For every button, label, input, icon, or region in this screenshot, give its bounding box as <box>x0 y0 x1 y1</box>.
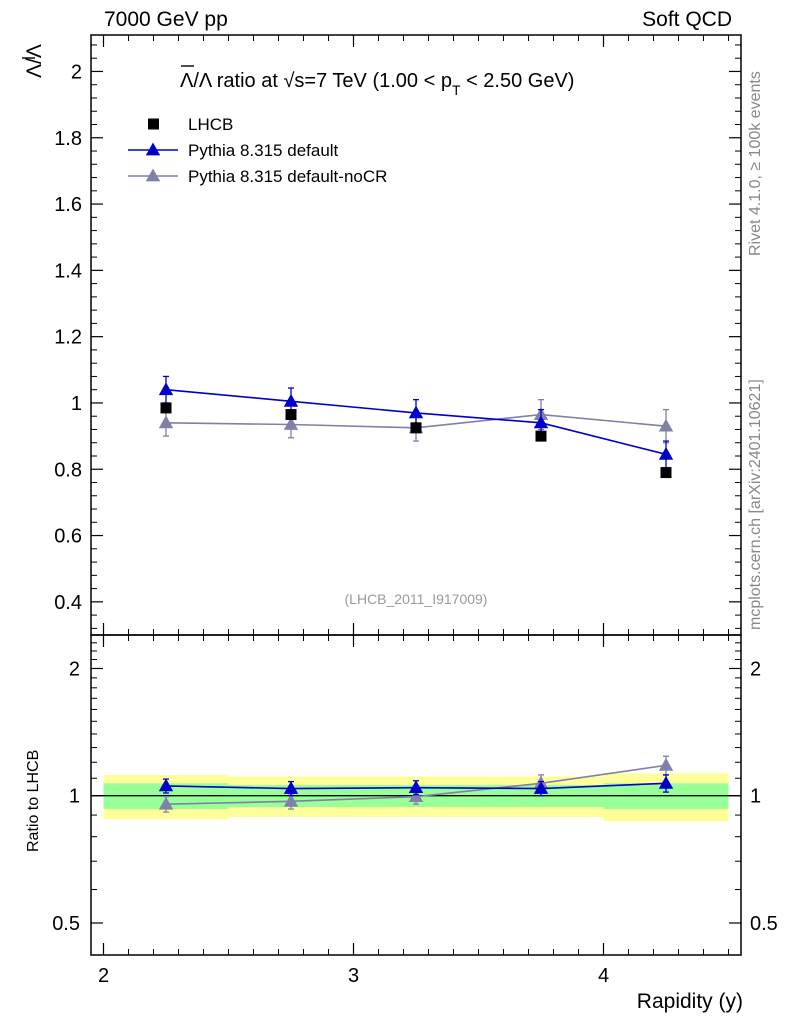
energy-label: 7000 GeV pp <box>104 8 228 31</box>
y-tick-label: 1.2 <box>54 327 82 349</box>
title-sub: T <box>452 82 461 98</box>
main-point-default <box>658 446 674 460</box>
title-tail: < 2.50 GeV) <box>461 70 575 92</box>
legend-marker-default <box>145 142 161 156</box>
main-point-lhcb <box>660 467 672 479</box>
analysis-watermark: (LHCB_2011_I917009) <box>345 591 488 607</box>
ratio-tick-label-right: 2 <box>750 658 761 680</box>
main-point-default <box>533 415 549 429</box>
ratio-tick-label: 1 <box>69 786 80 808</box>
ratio-point-default <box>283 781 299 794</box>
legend-marker-lhcb <box>148 118 159 130</box>
ratio-point-nocr <box>283 793 299 807</box>
legend-label-default: Pythia 8.315 default <box>188 141 339 160</box>
ratio-tick-label-right: 1 <box>750 786 761 808</box>
main-point-lhcb <box>285 409 297 421</box>
data-series <box>158 375 674 813</box>
y-tick-label: 2 <box>71 61 82 83</box>
ratio-point-default <box>158 778 174 792</box>
main-point-nocr <box>158 415 174 429</box>
ratio-point-nocr <box>158 796 174 810</box>
x-tick-label: 4 <box>598 965 609 987</box>
y-tick-label: 1.4 <box>54 260 82 282</box>
ratio-point-nocr <box>408 789 424 803</box>
ratio-tick-label-right: 0.5 <box>750 913 778 935</box>
y-tick-label: 0.4 <box>54 592 82 614</box>
x-tick-label: 3 <box>348 965 359 987</box>
axis-frames <box>90 34 742 956</box>
legend-label-nocr: Pythia 8.315 default-noCR <box>188 167 387 186</box>
y-tick-label: 1.6 <box>54 194 82 216</box>
legend-label-lhcb: LHCB <box>188 115 233 134</box>
axis-ticks <box>91 35 741 955</box>
main-point-lhcb <box>535 430 547 442</box>
legend-marker-nocr <box>145 168 161 182</box>
y-tick-label: 0.8 <box>54 459 82 481</box>
main-point-default <box>408 405 424 419</box>
main-point-lhcb <box>410 422 422 434</box>
ratio-point-nocr <box>658 757 674 771</box>
main-point-nocr <box>658 418 674 432</box>
legend: LHCB Pythia 8.315 default Pythia 8.315 def… <box>128 115 387 186</box>
ratio-tick-label: 0.5 <box>52 913 80 935</box>
ratio-point-default <box>533 781 549 794</box>
main-point-nocr <box>283 417 299 430</box>
tick-labels: 2 3 4 0.4 0.6 0.8 1 1.2 1.4 1.6 1.8 2 0.5 0.5 1 1 2 2 <box>52 61 778 987</box>
y-tick-label: 1.8 <box>54 128 82 150</box>
x-axis-label: Rapidity (y) <box>637 990 743 1013</box>
title-lead: Λ/Λ ratio at <box>180 70 283 92</box>
process-label: Soft QCD <box>642 8 732 31</box>
chart-title: Λ/Λ ratio at √s=7 TeV (1.00 < pT < 2.50 … <box>180 65 574 98</box>
y-tick-label: 0.6 <box>54 526 82 548</box>
ratio-panel-frame <box>90 634 742 956</box>
main-point-lhcb <box>160 402 172 414</box>
title-sqrt: √s <box>283 70 304 92</box>
main-point-default <box>158 382 174 396</box>
x-tick-label: 2 <box>98 965 109 987</box>
ratio-point-default <box>658 775 674 789</box>
svg-text:Λ/Λ ratio at √s=7 TeV (1.00 <: Λ/Λ ratio at √s=7 TeV (1.00 < pT < 2.50 … <box>180 70 574 98</box>
title-mid: =7 TeV (1.00 < p <box>304 70 452 92</box>
y-axis-label: Λ/Λ <box>23 44 46 78</box>
y-axis-label-group: Λ/Λ <box>22 44 46 78</box>
ratio-y-axis-label: Ratio to LHCB <box>25 750 42 852</box>
ratio-point-default <box>408 780 424 794</box>
y-tick-label: 1 <box>71 393 82 415</box>
ratio-tick-label: 2 <box>69 658 80 680</box>
main-point-default <box>283 393 299 407</box>
